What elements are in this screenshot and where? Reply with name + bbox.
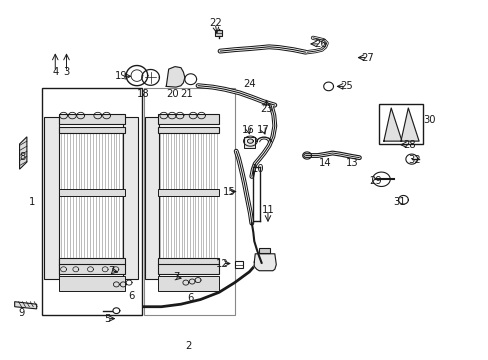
Bar — [214, 30, 222, 36]
Text: 2: 2 — [184, 341, 191, 351]
Text: 3: 3 — [63, 67, 69, 77]
Polygon shape — [383, 108, 401, 141]
Text: 20: 20 — [165, 89, 178, 99]
Text: 24: 24 — [243, 78, 255, 89]
Bar — [158, 189, 219, 196]
Text: 5: 5 — [104, 314, 111, 324]
Text: 6: 6 — [187, 293, 194, 303]
Bar — [158, 258, 219, 265]
Text: 32: 32 — [407, 155, 420, 165]
Text: 17: 17 — [256, 125, 269, 135]
Bar — [41, 88, 142, 315]
Text: 30: 30 — [422, 114, 435, 125]
Text: 9: 9 — [19, 308, 25, 318]
Bar — [59, 114, 124, 124]
Bar — [144, 88, 234, 315]
Text: 26: 26 — [313, 39, 326, 49]
Polygon shape — [400, 108, 418, 141]
Text: 29: 29 — [368, 176, 381, 186]
Bar — [234, 261, 242, 268]
Bar — [59, 258, 124, 265]
Text: 6: 6 — [127, 291, 134, 301]
Bar — [158, 127, 219, 133]
Bar — [259, 248, 269, 253]
Text: 12: 12 — [216, 258, 228, 269]
Text: 18: 18 — [136, 89, 149, 99]
Bar — [44, 117, 59, 279]
Text: 4: 4 — [52, 67, 58, 77]
Text: 11: 11 — [261, 204, 274, 215]
Text: 16: 16 — [242, 125, 254, 135]
Text: 10: 10 — [251, 164, 264, 174]
Text: 28: 28 — [403, 140, 415, 150]
Bar — [123, 117, 138, 279]
Polygon shape — [254, 254, 276, 271]
Text: 7: 7 — [172, 272, 179, 282]
Polygon shape — [20, 137, 27, 169]
Text: 27: 27 — [361, 53, 373, 63]
Bar — [59, 189, 124, 196]
Text: 21: 21 — [180, 89, 193, 99]
Text: 23: 23 — [260, 104, 272, 114]
Text: 13: 13 — [345, 158, 358, 168]
Text: 15: 15 — [222, 186, 235, 197]
Text: 1: 1 — [28, 197, 35, 207]
Bar — [378, 104, 422, 144]
Bar — [59, 264, 124, 274]
Bar — [158, 276, 219, 291]
Polygon shape — [15, 302, 37, 309]
Polygon shape — [166, 67, 184, 87]
Text: 8: 8 — [20, 152, 26, 162]
Text: 22: 22 — [208, 18, 221, 28]
Bar — [244, 137, 255, 148]
Bar — [59, 127, 124, 133]
Text: 31: 31 — [393, 197, 406, 207]
Text: 25: 25 — [339, 81, 352, 91]
Text: 7: 7 — [108, 266, 115, 276]
Bar — [158, 264, 219, 274]
Bar — [59, 276, 124, 291]
Bar — [145, 117, 159, 279]
Text: 19: 19 — [115, 71, 127, 81]
Bar — [158, 114, 219, 124]
Text: 14: 14 — [318, 158, 331, 168]
